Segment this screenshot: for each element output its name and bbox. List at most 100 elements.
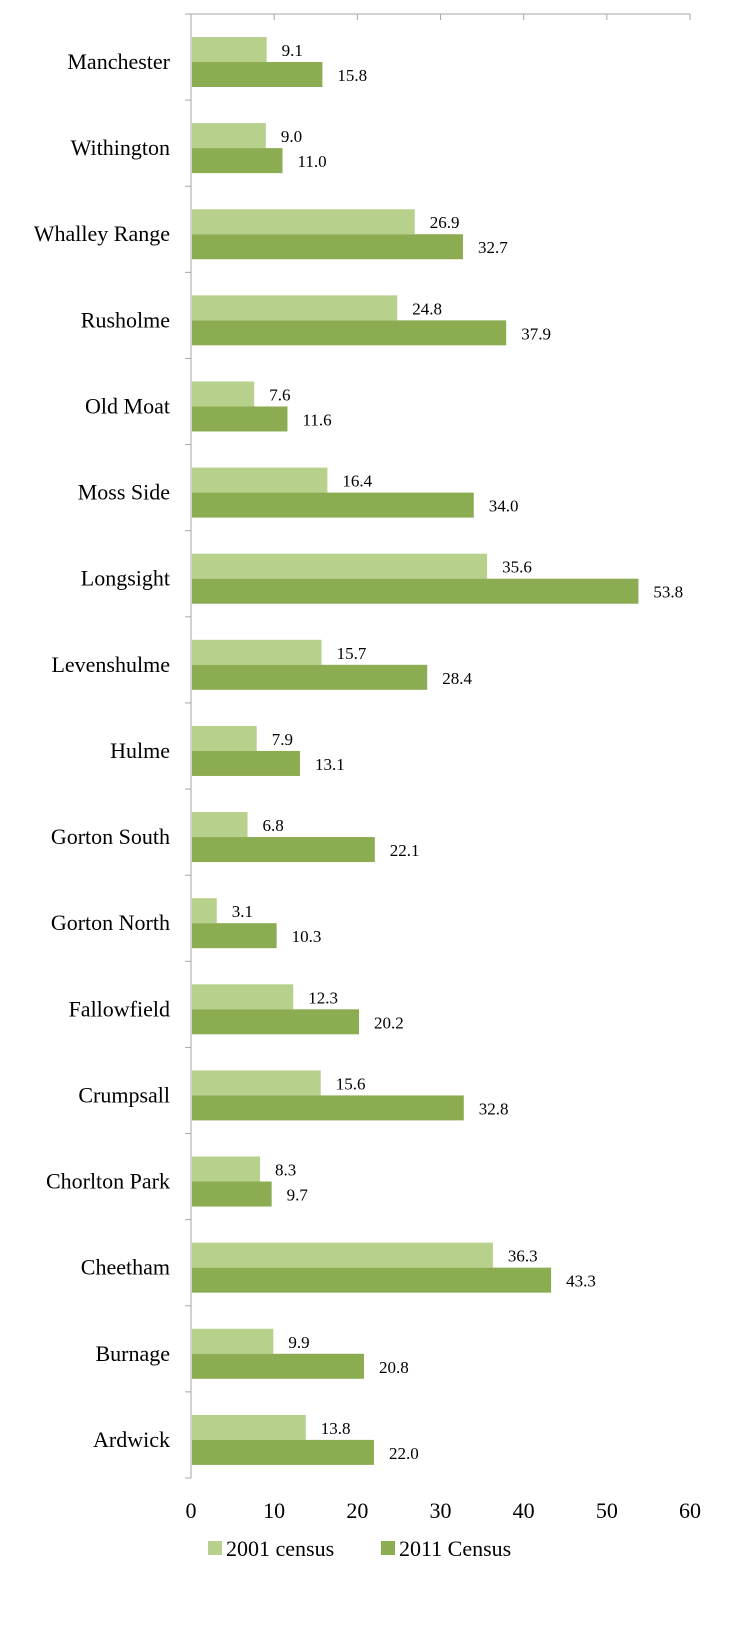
x-tick-label: 30 xyxy=(430,1498,452,1523)
data-label: 9.1 xyxy=(282,41,303,60)
bar-2011 xyxy=(192,837,375,863)
bar-2011 xyxy=(192,664,428,690)
data-label: 35.6 xyxy=(502,558,532,577)
bar-2001 xyxy=(192,812,248,838)
category-label: Chorlton Park xyxy=(46,1169,170,1194)
x-tick-label: 10 xyxy=(263,1498,285,1523)
category-label: Burnage xyxy=(95,1341,170,1366)
data-label: 9.7 xyxy=(287,1186,309,1205)
data-label: 24.8 xyxy=(412,299,442,318)
x-tick-label: 50 xyxy=(596,1498,618,1523)
bar-2011 xyxy=(192,148,283,174)
bar-2011 xyxy=(192,1353,364,1379)
x-tick-label: 20 xyxy=(346,1498,368,1523)
bar-2001 xyxy=(192,1070,321,1096)
category-label: Longsight xyxy=(81,566,170,591)
bar-2001 xyxy=(192,639,322,665)
bar-2001 xyxy=(192,984,294,1010)
category-label: Gorton North xyxy=(51,910,170,935)
category-label: Gorton South xyxy=(51,824,170,849)
data-label: 8.3 xyxy=(275,1161,296,1180)
data-label: 7.9 xyxy=(272,730,293,749)
bar-2001 xyxy=(192,123,266,149)
x-tick-label: 0 xyxy=(186,1498,197,1523)
category-label: Rusholme xyxy=(81,307,170,332)
data-label: 20.8 xyxy=(379,1358,409,1377)
data-label: 37.9 xyxy=(521,324,551,343)
bar-2011 xyxy=(192,1009,359,1035)
bar-2001 xyxy=(192,209,415,235)
bar-2001 xyxy=(192,1414,306,1440)
bar-2001 xyxy=(192,467,328,493)
data-label: 36.3 xyxy=(508,1247,538,1266)
category-label: Withington xyxy=(71,135,170,160)
category-label: Levenshulme xyxy=(51,652,170,677)
category-label: Ardwick xyxy=(93,1427,170,1452)
data-label: 9.9 xyxy=(288,1333,309,1352)
bar-2001 xyxy=(192,37,267,62)
bar-2011 xyxy=(192,923,277,949)
data-label: 15.7 xyxy=(337,644,367,663)
bar-2011 xyxy=(192,234,463,260)
legend-label: 2001 census xyxy=(226,1536,334,1561)
data-label: 3.1 xyxy=(232,902,253,921)
data-label: 26.9 xyxy=(430,213,460,232)
bar-2001 xyxy=(192,1156,261,1182)
category-label: Hulme xyxy=(110,738,170,763)
bar-2011 xyxy=(192,406,288,432)
bar-2011 xyxy=(192,750,300,776)
data-label: 32.8 xyxy=(479,1099,509,1118)
axes xyxy=(185,13,691,1479)
bar-2011 xyxy=(192,1095,464,1121)
category-label: Crumpsall xyxy=(78,1082,170,1107)
category-label: Fallowfield xyxy=(69,996,170,1021)
data-label: 11.6 xyxy=(302,410,331,429)
data-label: 13.8 xyxy=(321,1419,351,1438)
bars xyxy=(192,37,639,1465)
data-label: 11.0 xyxy=(297,152,326,171)
category-label: Old Moat xyxy=(85,393,170,418)
category-label: Whalley Range xyxy=(34,221,170,246)
legend-swatch-2011 xyxy=(381,1541,395,1555)
bar-2011 xyxy=(192,1181,272,1207)
labels: 0 10 20 30 40 50 60 Manchester 9.1 15.8 Withington… xyxy=(34,41,701,1523)
bar-2001 xyxy=(192,381,255,407)
data-label: 16.4 xyxy=(342,472,372,491)
bar-2001 xyxy=(192,553,488,579)
x-tick-label: 60 xyxy=(679,1498,701,1523)
data-label: 43.3 xyxy=(566,1272,596,1291)
data-label: 13.1 xyxy=(315,755,345,774)
bar-2011 xyxy=(192,1267,552,1293)
bar-2011 xyxy=(192,320,507,346)
data-label: 20.2 xyxy=(374,1013,404,1032)
data-label: 32.7 xyxy=(478,238,508,257)
category-label: Cheetham xyxy=(81,1255,170,1280)
data-label: 6.8 xyxy=(263,816,284,835)
bar-2001 xyxy=(192,1328,274,1354)
data-label: 53.8 xyxy=(653,583,683,602)
data-label: 34.0 xyxy=(489,497,519,516)
data-label: 22.0 xyxy=(389,1444,419,1463)
bar-2001 xyxy=(192,295,398,321)
bar-2011 xyxy=(192,62,323,87)
bar-2011 xyxy=(192,492,474,518)
bar-2011 xyxy=(192,1439,374,1465)
data-label: 7.6 xyxy=(269,385,290,404)
category-label: Manchester xyxy=(67,49,170,74)
legend-swatch-2001 xyxy=(208,1541,222,1555)
bar-2001 xyxy=(192,725,257,751)
data-label: 10.3 xyxy=(292,927,322,946)
data-label: 15.8 xyxy=(337,66,367,85)
bar-2001 xyxy=(192,898,217,924)
data-label: 9.0 xyxy=(281,127,302,146)
category-label: Moss Side xyxy=(78,480,170,505)
data-label: 15.6 xyxy=(336,1074,366,1093)
legend: 2001 census 2011 Census xyxy=(208,1536,511,1561)
bar-2001 xyxy=(192,1242,493,1268)
legend-label: 2011 Census xyxy=(399,1536,511,1561)
data-label: 12.3 xyxy=(308,988,338,1007)
data-label: 22.1 xyxy=(390,841,420,860)
bar-2011 xyxy=(192,578,639,604)
x-tick-label: 40 xyxy=(513,1498,535,1523)
